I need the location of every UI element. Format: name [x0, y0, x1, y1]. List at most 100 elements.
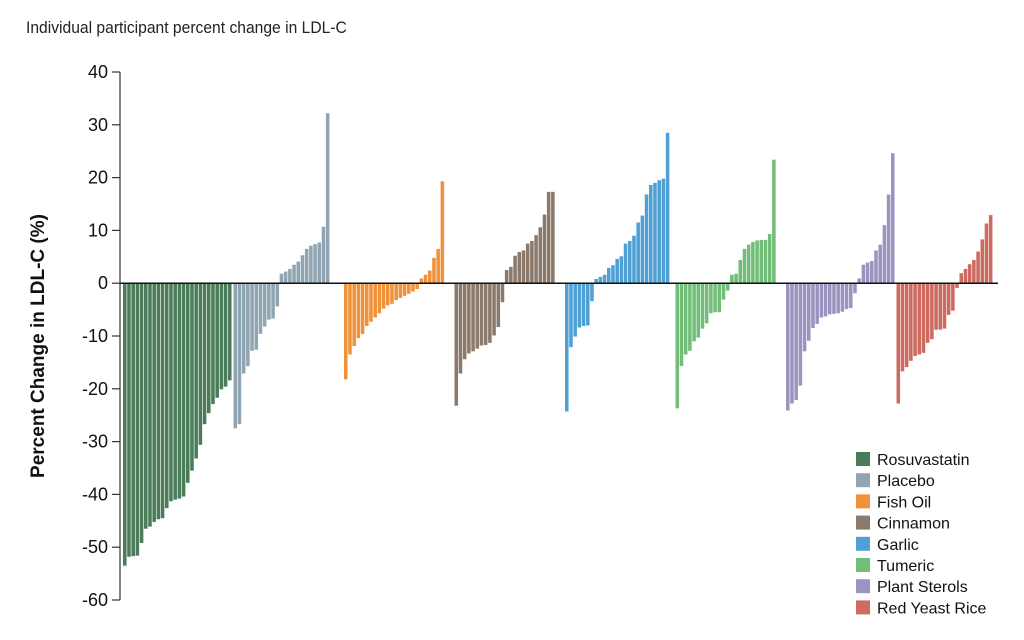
bar	[717, 283, 722, 313]
bar	[394, 283, 398, 301]
bar	[742, 248, 747, 284]
bar	[611, 265, 615, 284]
bar	[407, 283, 411, 294]
legend: Rosuvastatin Placebo Fish Oil Cinnamon Garli…	[856, 452, 987, 617]
bar	[934, 283, 938, 330]
bar	[288, 268, 292, 284]
bar	[632, 235, 636, 284]
bar	[534, 235, 538, 284]
bar	[211, 283, 215, 405]
bar	[169, 283, 173, 502]
legend-item: Placebo	[856, 473, 935, 490]
bar	[419, 278, 424, 284]
bar	[250, 283, 254, 351]
bar	[704, 283, 709, 324]
bar	[432, 257, 436, 284]
bar	[836, 283, 840, 314]
legend-label: Red Yeast Rice	[877, 600, 987, 617]
bar	[127, 283, 131, 557]
legend-swatch	[856, 558, 870, 572]
bar	[538, 227, 543, 284]
bar	[207, 283, 211, 414]
legend-label: Tumeric	[877, 558, 934, 575]
bar	[504, 270, 509, 284]
y-tick-label: 30	[88, 115, 108, 135]
bar	[156, 283, 161, 520]
y-axis-ticks: 40 30 20 10 0 -10 -20 -30 -40 -50 -60	[82, 62, 120, 610]
bar	[467, 283, 471, 354]
bar	[509, 266, 513, 284]
bar	[909, 283, 913, 361]
bar	[440, 181, 445, 284]
bar	[725, 283, 730, 291]
bar	[713, 283, 717, 313]
bar	[415, 283, 419, 290]
bar	[321, 226, 326, 284]
bar	[807, 283, 811, 341]
bar	[436, 248, 440, 284]
bar	[356, 283, 361, 339]
bar	[786, 283, 790, 411]
bar	[661, 178, 666, 284]
bar	[832, 283, 836, 314]
bar	[730, 274, 734, 284]
bar	[692, 283, 696, 342]
bar	[607, 267, 611, 284]
bar	[577, 283, 582, 328]
bar	[657, 180, 661, 284]
bar	[951, 283, 955, 311]
bar	[423, 274, 428, 284]
bar	[628, 240, 632, 284]
bar	[721, 283, 726, 300]
bar	[186, 283, 190, 483]
bar	[861, 264, 866, 284]
legend-item: Garlic	[856, 536, 919, 554]
bar	[653, 182, 657, 284]
bar	[246, 283, 250, 367]
bar	[619, 256, 624, 284]
bar	[602, 274, 607, 284]
bar	[644, 194, 649, 284]
bar	[734, 273, 738, 284]
legend-label: Plant Sterols	[877, 579, 968, 596]
y-tick-label: -50	[82, 537, 108, 557]
legend-swatch	[856, 494, 870, 509]
bar	[955, 283, 959, 288]
bar	[148, 283, 152, 527]
bar	[428, 270, 432, 284]
bar	[144, 283, 148, 529]
bar	[219, 283, 224, 390]
legend-label: Garlic	[877, 537, 919, 554]
bar	[976, 251, 980, 284]
bar	[811, 283, 815, 329]
bar	[900, 283, 905, 372]
y-axis-label: Percent Change in LDL-C (%)	[28, 214, 49, 478]
bar	[177, 283, 182, 499]
bar	[402, 283, 407, 296]
bar	[794, 283, 798, 400]
bar	[942, 283, 947, 329]
bar	[746, 244, 751, 284]
bar	[819, 283, 824, 318]
bar	[675, 283, 680, 409]
bar	[874, 250, 878, 284]
bar	[840, 283, 845, 312]
bar	[131, 283, 135, 557]
bar	[173, 283, 177, 500]
bar	[475, 283, 480, 349]
bar	[254, 283, 259, 350]
bar	[488, 283, 492, 343]
bar	[317, 242, 322, 284]
bar	[496, 283, 501, 328]
legend-item: Cinnamon	[856, 515, 950, 533]
bar	[738, 259, 743, 284]
bar	[917, 283, 922, 355]
bar	[190, 283, 194, 471]
legend-item: Tumeric	[856, 558, 934, 575]
bar	[802, 283, 807, 352]
bar	[262, 283, 267, 327]
legend-label: Placebo	[877, 473, 935, 490]
y-tick-label: -60	[82, 590, 108, 610]
bar	[123, 283, 127, 566]
bar	[896, 283, 901, 404]
